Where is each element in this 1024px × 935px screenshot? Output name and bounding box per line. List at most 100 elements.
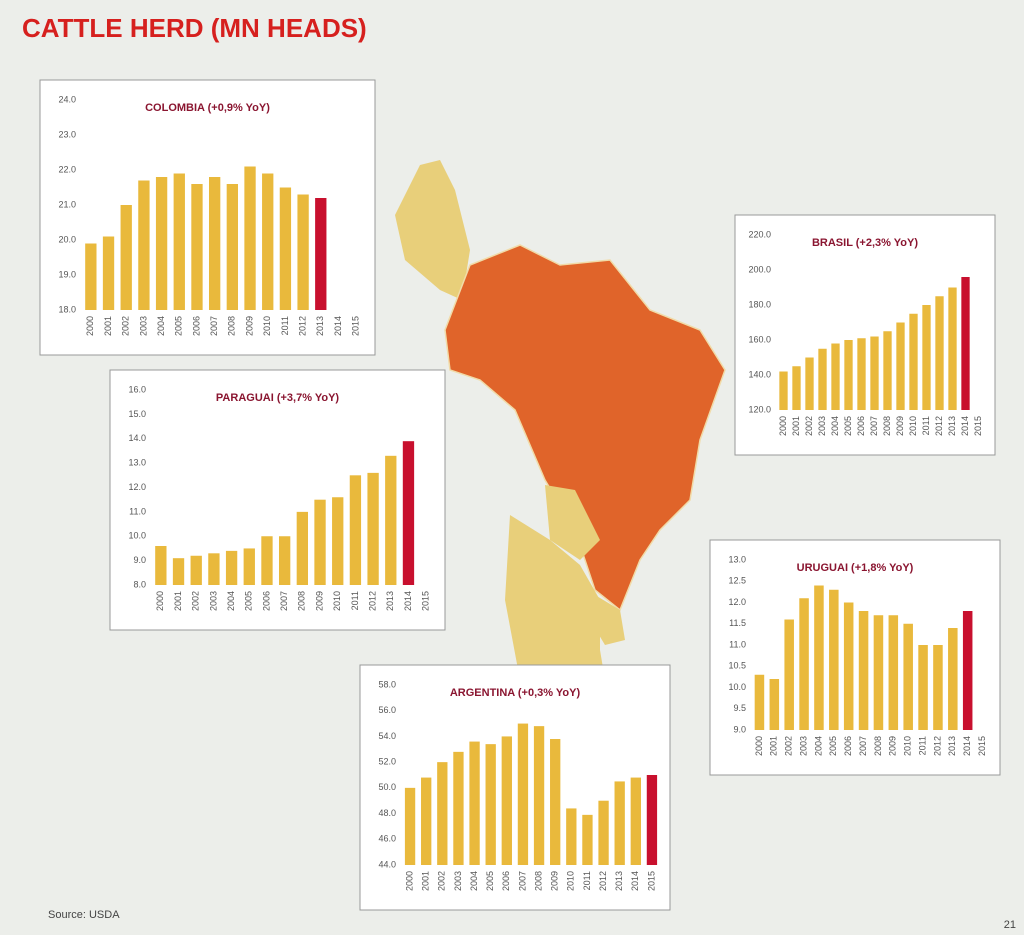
chart-panel: ARGENTINA (+0,3% YoY) 44.0 46.0 48.0 50.0 52.… bbox=[359, 664, 671, 911]
x-tick-label: 2009 bbox=[244, 316, 254, 336]
bar bbox=[173, 173, 185, 310]
x-tick-label: 2007 bbox=[279, 591, 289, 611]
y-tick-label: 44.0 bbox=[378, 859, 396, 869]
bar bbox=[155, 546, 167, 585]
y-tick-label: 56.0 bbox=[378, 705, 396, 715]
x-tick-label: 2003 bbox=[208, 591, 218, 611]
x-tick-label: 2002 bbox=[784, 736, 794, 756]
x-tick-label: 2005 bbox=[244, 591, 254, 611]
x-tick-label: 2000 bbox=[754, 736, 764, 756]
bar bbox=[332, 497, 344, 585]
chart-panel: COLOMBIA (+0,9% YoY) 18.0 19.0 20.0 21.0 22.0… bbox=[39, 79, 376, 356]
y-tick-label: 10.0 bbox=[128, 531, 146, 541]
x-tick-label: 2001 bbox=[103, 316, 113, 336]
x-tick-label: 2000 bbox=[404, 871, 414, 891]
x-tick-label: 2006 bbox=[261, 591, 271, 611]
bar bbox=[933, 645, 943, 730]
bar bbox=[922, 305, 931, 410]
x-tick-label: 2008 bbox=[227, 316, 237, 336]
bar bbox=[279, 187, 292, 310]
x-tick-label: 2008 bbox=[533, 871, 543, 891]
bar bbox=[582, 814, 593, 865]
x-tick-label: 2011 bbox=[350, 591, 360, 610]
y-tick-label: 21.0 bbox=[58, 199, 76, 209]
y-tick-label: 11.0 bbox=[729, 639, 746, 649]
bar bbox=[296, 511, 309, 585]
bar bbox=[402, 441, 415, 585]
bar bbox=[297, 194, 309, 310]
bar bbox=[517, 723, 529, 865]
x-tick-label: 2003 bbox=[138, 316, 148, 336]
bar bbox=[501, 736, 512, 865]
y-tick-label: 9.0 bbox=[733, 724, 746, 734]
x-tick-label: 2015 bbox=[421, 591, 431, 611]
map bbox=[395, 160, 726, 680]
map-paraguai bbox=[545, 485, 600, 560]
bar bbox=[566, 808, 577, 865]
y-tick-label: 19.0 bbox=[58, 269, 76, 279]
chart-title: BRASIL (+2,3% YoY) bbox=[812, 237, 918, 249]
bar bbox=[315, 198, 327, 310]
bar bbox=[961, 277, 970, 410]
y-tick-label: 8.0 bbox=[133, 579, 146, 589]
x-tick-label: 2006 bbox=[843, 736, 853, 756]
x-tick-label: 2013 bbox=[947, 416, 957, 436]
y-tick-label: 18.0 bbox=[58, 304, 76, 314]
x-tick-label: 2015 bbox=[973, 416, 983, 436]
bar bbox=[314, 499, 326, 585]
x-tick-label: 2014 bbox=[962, 736, 972, 756]
x-tick-label: 2009 bbox=[550, 871, 560, 891]
x-tick-label: 2015 bbox=[351, 316, 361, 336]
bar bbox=[858, 611, 869, 730]
x-tick-label: 2007 bbox=[517, 871, 527, 891]
x-tick-label: 2001 bbox=[791, 416, 801, 436]
y-tick-label: 16.0 bbox=[128, 384, 146, 394]
x-tick-label: 2001 bbox=[421, 871, 431, 891]
y-tick-label: 14.0 bbox=[128, 433, 146, 443]
bar bbox=[120, 205, 132, 310]
bar bbox=[805, 357, 814, 410]
y-tick-label: 58.0 bbox=[378, 679, 396, 689]
y-tick-label: 15.0 bbox=[128, 409, 146, 419]
y-tick-label: 46.0 bbox=[378, 834, 396, 844]
slide-title: CATTLE HERD (MN HEADS) bbox=[22, 13, 367, 43]
x-tick-label: 2011 bbox=[280, 316, 290, 335]
chart-title: PARAGUAI (+3,7% YoY) bbox=[216, 392, 340, 404]
chart-title: ARGENTINA (+0,3% YoY) bbox=[450, 687, 581, 699]
x-tick-label: 2013 bbox=[315, 316, 325, 336]
x-tick-label: 2013 bbox=[947, 736, 957, 756]
bar bbox=[829, 589, 839, 730]
bar bbox=[225, 550, 238, 585]
y-tick-label: 48.0 bbox=[378, 808, 396, 818]
bar bbox=[404, 787, 416, 865]
bar bbox=[367, 472, 379, 585]
x-tick-label: 2010 bbox=[566, 871, 576, 891]
y-tick-label: 9.5 bbox=[733, 703, 746, 713]
x-tick-label: 2005 bbox=[828, 736, 838, 756]
bar bbox=[437, 762, 448, 865]
bar bbox=[818, 348, 827, 410]
bar bbox=[85, 243, 97, 310]
x-tick-label: 2015 bbox=[646, 871, 656, 891]
y-tick-label: 11.5 bbox=[729, 618, 746, 628]
chart-panel: BRASIL (+2,3% YoY) 120.0 140.0 160.0 180.0 20… bbox=[734, 214, 996, 456]
x-tick-label: 2012 bbox=[934, 416, 944, 436]
x-tick-label: 2011 bbox=[582, 871, 592, 890]
x-tick-label: 2002 bbox=[121, 316, 131, 336]
bar bbox=[385, 455, 397, 585]
x-tick-label: 2005 bbox=[843, 416, 853, 436]
x-tick-label: 2010 bbox=[908, 416, 918, 436]
bar bbox=[244, 166, 256, 310]
bar bbox=[190, 555, 202, 585]
bar bbox=[883, 331, 892, 410]
bar bbox=[888, 615, 899, 730]
y-tick-label: 13.0 bbox=[128, 458, 146, 468]
x-tick-label: 2014 bbox=[960, 416, 970, 436]
x-tick-label: 2013 bbox=[385, 591, 395, 611]
y-tick-label: 13.0 bbox=[728, 554, 746, 564]
x-tick-label: 2013 bbox=[614, 871, 624, 891]
bar bbox=[598, 800, 609, 865]
x-tick-label: 2014 bbox=[630, 871, 640, 891]
x-tick-label: 2000 bbox=[155, 591, 165, 611]
